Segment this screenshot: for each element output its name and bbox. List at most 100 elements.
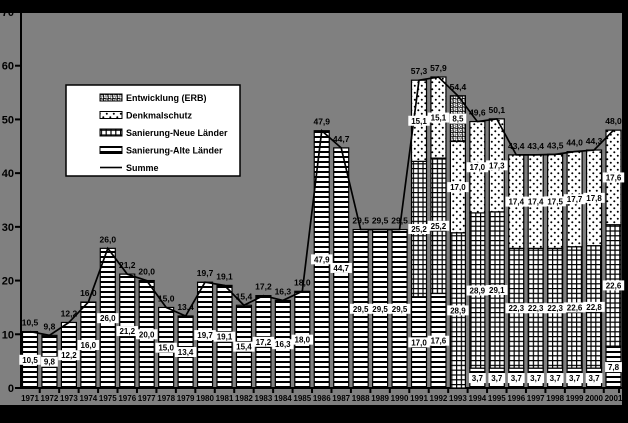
x-category-label: 1980 <box>196 394 214 403</box>
segment-label-box <box>408 337 430 348</box>
y-tick-label: 70 <box>2 7 14 19</box>
segment-label-box <box>77 340 100 351</box>
x-category-label: 1977 <box>138 394 156 403</box>
segment-value-label: 17,5 <box>547 197 563 206</box>
segment-value-label: 19,1 <box>217 333 233 342</box>
segment-label-box <box>544 303 566 314</box>
segment-value-label: 21,2 <box>119 327 135 336</box>
segment-value-label: 17,8 <box>586 194 602 203</box>
segment-label-box <box>174 347 197 358</box>
segment-value-label: 22,6 <box>606 281 622 290</box>
segment-value-label: 3,7 <box>530 374 542 383</box>
legend-swatch <box>99 128 123 137</box>
segment-label-box <box>449 113 467 124</box>
y-tick-label: 60 <box>2 61 14 73</box>
segment-value-label: 20,0 <box>139 330 155 339</box>
x-tick <box>116 389 119 393</box>
x-category-label: 1973 <box>60 394 78 403</box>
segment-value-label: 3,7 <box>588 374 600 383</box>
legend-swatch <box>99 93 123 102</box>
total-value-label: 43,4 <box>508 141 525 151</box>
x-category-label: 1985 <box>293 394 311 403</box>
segment-label-box <box>388 303 411 314</box>
x-tick <box>233 389 236 393</box>
total-value-label: 16,3 <box>275 286 292 296</box>
segment-label-box <box>369 303 391 314</box>
segment-value-label: 16,3 <box>275 340 291 349</box>
total-value-label: 50,1 <box>489 105 506 115</box>
x-category-label: 2000 <box>585 394 603 403</box>
x-category-label: 1987 <box>332 394 350 403</box>
segment-label-box <box>527 373 545 384</box>
x-category-label: 1993 <box>449 394 467 403</box>
segment-label-box <box>272 339 294 350</box>
segment-value-label: 22,3 <box>508 304 524 313</box>
segment-label-box <box>602 280 625 291</box>
x-tick <box>252 389 255 393</box>
segment-label-box <box>563 194 586 205</box>
total-value-label: 15,0 <box>158 293 175 303</box>
segment-label-box <box>583 301 605 312</box>
total-value-label: 29,5 <box>352 216 369 226</box>
segment-label-box <box>566 373 583 384</box>
segment-value-label: 13,4 <box>178 348 194 357</box>
segment-value-label: 17,6 <box>606 173 622 182</box>
y-tick <box>15 225 20 228</box>
x-tick <box>447 389 450 393</box>
x-category-label: 1989 <box>371 394 389 403</box>
segment-label-box <box>605 362 622 373</box>
x-tick <box>505 389 508 393</box>
segment-value-label: 17,4 <box>528 198 544 207</box>
segment-label-box <box>427 220 450 231</box>
total-value-label: 10,5 <box>22 318 39 328</box>
x-tick <box>174 389 177 393</box>
total-value-label: 17,2 <box>255 282 272 292</box>
segment-label-box <box>136 329 158 340</box>
total-value-label: 57,3 <box>411 66 428 76</box>
segment-label-box <box>233 341 255 352</box>
x-category-label: 2001 <box>605 394 623 403</box>
segment-value-label: 25,2 <box>431 222 447 231</box>
segment-value-label: 17,0 <box>411 338 427 347</box>
segment-label-box <box>563 302 586 313</box>
x-tick <box>486 389 489 393</box>
segment-label-box <box>466 285 489 296</box>
segment-value-label: 3,7 <box>550 374 562 383</box>
y-tick <box>15 279 20 282</box>
x-tick <box>349 389 352 393</box>
total-value-label: 44,0 <box>566 138 583 148</box>
legend-swatch <box>99 111 123 119</box>
segment-value-label: 17,3 <box>489 161 505 170</box>
x-category-label: 1998 <box>546 394 564 403</box>
segment-label-box <box>116 326 138 337</box>
segment-value-label: 8,5 <box>452 115 464 124</box>
y-axis <box>20 12 22 389</box>
x-category-label: 1994 <box>468 394 486 403</box>
segment-value-label: 15,4 <box>236 343 252 352</box>
segment-label-box <box>447 305 469 316</box>
segment-value-label: 29,5 <box>372 305 388 314</box>
x-tick <box>38 389 41 393</box>
y-tick-label: 10 <box>2 329 14 341</box>
segment-label-box <box>583 192 605 203</box>
segment-label-box <box>427 335 450 346</box>
segment-value-label: 22,6 <box>567 303 583 312</box>
y-tick-label: 40 <box>2 168 14 180</box>
total-value-label: 54,4 <box>450 82 467 92</box>
segment-label-box <box>213 331 236 342</box>
y-tick-label: 0 <box>8 383 14 395</box>
legend-box <box>65 84 241 177</box>
summe-line <box>29 76 615 337</box>
x-category-label: 1991 <box>410 394 428 403</box>
x-category-label: 1971 <box>21 394 39 403</box>
segment-value-label: 18,0 <box>295 336 311 345</box>
x-category-label: 1978 <box>157 394 175 403</box>
x-category-label: 1972 <box>41 394 59 403</box>
total-value-label: 21,2 <box>119 260 136 270</box>
segment-value-label: 3,7 <box>491 374 503 383</box>
x-tick <box>330 389 333 393</box>
total-value-label: 26,0 <box>100 234 117 244</box>
x-tick <box>427 389 430 393</box>
segment-label-box <box>486 284 508 295</box>
